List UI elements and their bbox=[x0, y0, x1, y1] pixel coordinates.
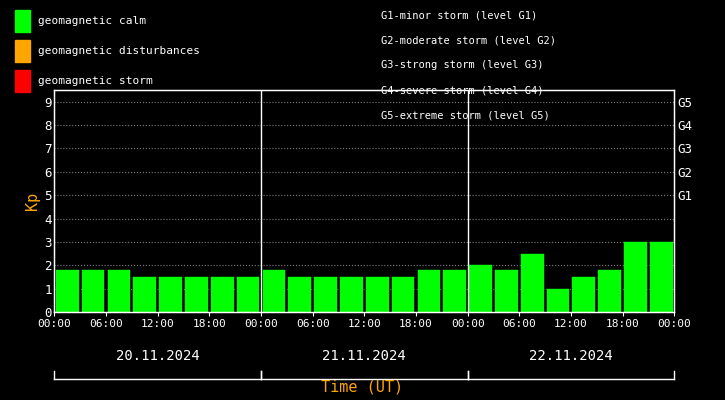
Y-axis label: Kp: Kp bbox=[25, 192, 40, 210]
Bar bbox=[444, 270, 466, 312]
Bar bbox=[469, 265, 492, 312]
Text: G2-moderate storm (level G2): G2-moderate storm (level G2) bbox=[381, 35, 555, 45]
Bar bbox=[366, 277, 389, 312]
Bar bbox=[340, 277, 362, 312]
Bar bbox=[547, 289, 569, 312]
Text: G3-strong storm (level G3): G3-strong storm (level G3) bbox=[381, 60, 543, 70]
Bar bbox=[133, 277, 156, 312]
Bar bbox=[650, 242, 673, 312]
Text: Time (UT): Time (UT) bbox=[321, 379, 404, 394]
Bar bbox=[495, 270, 518, 312]
Text: G5-extreme storm (level G5): G5-extreme storm (level G5) bbox=[381, 111, 550, 121]
Bar bbox=[160, 277, 182, 312]
Bar bbox=[211, 277, 233, 312]
Bar bbox=[314, 277, 337, 312]
Bar bbox=[392, 277, 415, 312]
Bar bbox=[107, 270, 130, 312]
Text: geomagnetic disturbances: geomagnetic disturbances bbox=[38, 46, 199, 56]
Bar bbox=[289, 277, 311, 312]
Bar bbox=[56, 270, 78, 312]
Text: G1-minor storm (level G1): G1-minor storm (level G1) bbox=[381, 10, 537, 20]
Bar bbox=[624, 242, 647, 312]
Text: 22.11.2024: 22.11.2024 bbox=[529, 349, 613, 363]
Bar bbox=[237, 277, 260, 312]
Text: geomagnetic calm: geomagnetic calm bbox=[38, 16, 146, 26]
Bar bbox=[573, 277, 595, 312]
Bar bbox=[598, 270, 621, 312]
Bar bbox=[521, 254, 544, 312]
Bar bbox=[418, 270, 440, 312]
Text: geomagnetic storm: geomagnetic storm bbox=[38, 76, 152, 86]
Bar bbox=[262, 270, 285, 312]
Text: 20.11.2024: 20.11.2024 bbox=[116, 349, 199, 363]
Text: G4-severe storm (level G4): G4-severe storm (level G4) bbox=[381, 86, 543, 96]
Bar bbox=[82, 270, 104, 312]
Bar bbox=[185, 277, 208, 312]
Text: 21.11.2024: 21.11.2024 bbox=[323, 349, 406, 363]
